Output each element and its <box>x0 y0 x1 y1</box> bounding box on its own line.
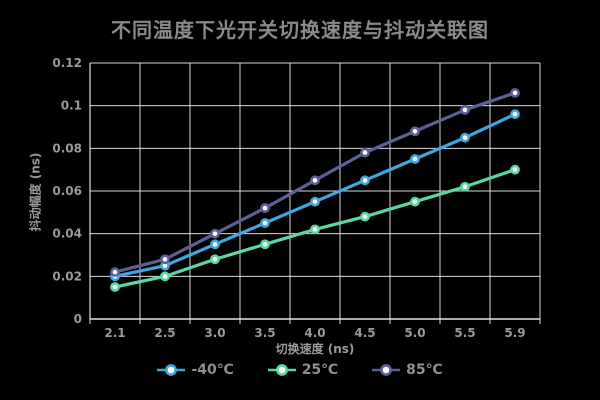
data-point-85℃-2.5 <box>160 254 170 265</box>
data-point-25℃-3.5 <box>260 239 270 250</box>
data-point-25℃-4.0 <box>310 224 320 235</box>
y-tick-label: 0.04 <box>52 227 82 241</box>
series-line--40℃ <box>113 112 517 278</box>
legend-label: 25℃ <box>301 362 339 378</box>
legend-marker-icon <box>372 364 401 376</box>
y-tick-label: 0.12 <box>52 56 82 70</box>
legend-label: -40℃ <box>191 362 234 378</box>
data-point--40℃-5.5 <box>460 132 470 143</box>
legend-marker-icon <box>157 364 186 376</box>
legend-label: 85℃ <box>406 362 443 378</box>
data-point--40℃-5.0 <box>410 154 420 164</box>
data-point-85℃-2.1 <box>110 267 120 277</box>
data-point-85℃-5.9 <box>510 87 520 98</box>
legend-item-85℃[interactable]: 85℃ <box>372 362 443 378</box>
data-point-85℃-5.5 <box>460 105 470 115</box>
x-tick-label: 5.5 <box>454 326 475 340</box>
legend-item-25℃[interactable]: 25℃ <box>267 362 339 378</box>
x-tick-label: 4.5 <box>354 326 375 340</box>
data-point-25℃-5.9 <box>510 164 520 175</box>
y-tick-label: 0.06 <box>52 184 82 198</box>
data-point--40℃-3.0 <box>210 239 220 250</box>
data-point--40℃-5.9 <box>510 109 520 120</box>
data-point-85℃-4.5 <box>360 147 370 158</box>
data-point-25℃-3.0 <box>210 254 220 265</box>
y-tick-label: 0.08 <box>52 141 82 155</box>
x-tick-label: 2.1 <box>104 326 125 340</box>
data-point-85℃-5.0 <box>410 126 420 137</box>
data-point-85℃-3.0 <box>210 228 220 239</box>
legend: -40℃ 25℃ 85℃ <box>0 362 600 378</box>
x-tick-label: 5.9 <box>504 326 525 340</box>
x-tick-label: 2.5 <box>154 326 175 340</box>
data-point-85℃-3.5 <box>260 203 270 213</box>
data-point--40℃-3.5 <box>260 218 270 228</box>
x-tick-label: 3.0 <box>204 326 225 340</box>
data-point-25℃-2.1 <box>110 282 120 292</box>
data-point-25℃-2.5 <box>160 271 170 282</box>
x-tick-label: 3.5 <box>254 326 275 340</box>
y-axis-label: 抖动幅度 (ns) <box>28 152 43 232</box>
chart-title: 不同温度下光开关切换速度与抖动关联图 <box>111 18 489 42</box>
x-axis-label: 切换速度 (ns) <box>275 342 355 356</box>
x-tick-label: 4.0 <box>304 326 325 340</box>
data-point--40℃-4.5 <box>360 175 370 186</box>
x-tick-label: 5.0 <box>404 326 425 340</box>
data-point-25℃-5.0 <box>410 196 420 207</box>
data-point-85℃-4.0 <box>310 175 320 186</box>
y-tick-label: 0.02 <box>52 269 82 283</box>
y-tick-label: 0 <box>74 312 82 326</box>
line-chart-plot: 0 0.02 0.04 0.06 0.08 0.1 0.12 2.1 2.5 3.0 3.5 4.0 4… <box>52 56 541 340</box>
y-tick-label: 0.1 <box>61 99 82 113</box>
legend-marker-icon <box>267 364 296 376</box>
data-point--40℃-4.0 <box>310 196 320 207</box>
data-point-25℃-5.5 <box>460 181 470 192</box>
data-point-25℃-4.5 <box>360 211 370 222</box>
legend-item--40℃[interactable]: -40℃ <box>157 362 234 378</box>
